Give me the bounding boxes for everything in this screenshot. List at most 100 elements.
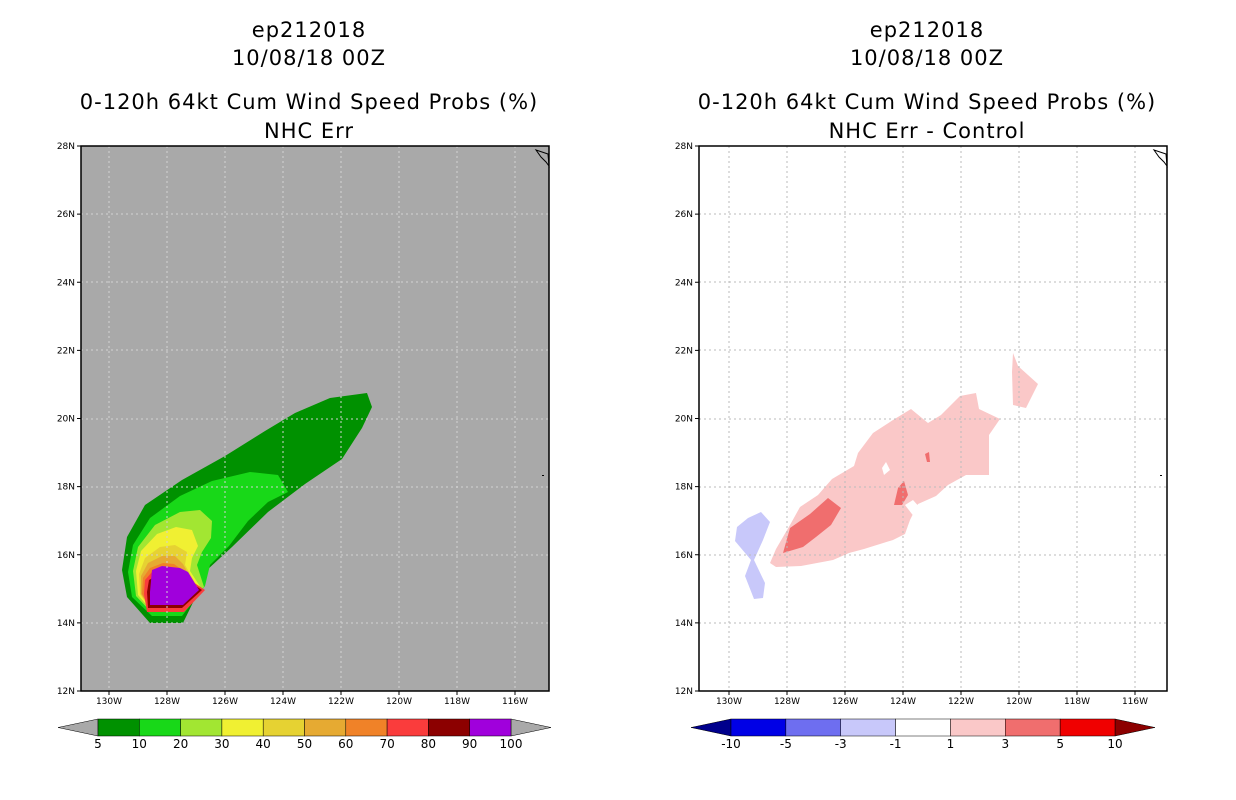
- colorbar-label: -3: [835, 737, 847, 751]
- colorbar-label: 90: [462, 737, 477, 751]
- lat-label: 20N: [57, 415, 75, 425]
- colorbar-swatch: [428, 718, 470, 737]
- right-lat-axis: 28N 26N 24N 22N 20N 18N 16N 14N 12N: [675, 142, 699, 697]
- lat-label: 18N: [57, 483, 75, 493]
- colorbar-swatch: [345, 718, 388, 737]
- right-colorbar: -10 -5 -3 -1 1 3 5 10: [690, 718, 1156, 751]
- colorbar-swatch: [1005, 718, 1061, 737]
- lat-label: 18N: [675, 483, 693, 493]
- lat-label: 24N: [57, 278, 75, 288]
- diff-contour-positive-3-to-5-c: [925, 452, 930, 462]
- colorbar-label: 20: [173, 737, 188, 751]
- lat-label: 22N: [57, 346, 75, 356]
- colorbar-label: 80: [421, 737, 436, 751]
- colorbar-label: 100: [500, 737, 523, 751]
- colorbar-label: -5: [780, 737, 792, 751]
- left-island-mark: [542, 475, 544, 476]
- colorbar-swatch: [840, 718, 896, 737]
- colorbar-swatch: [304, 718, 347, 737]
- lon-label: 124W: [890, 697, 916, 707]
- colorbar-swatch: [469, 718, 512, 737]
- colorbar-swatch: [730, 718, 787, 737]
- colorbar-label: 30: [214, 737, 229, 751]
- lon-label: 120W: [1006, 697, 1032, 707]
- left-probability-contours: [122, 393, 372, 623]
- colorbar-under-arrow: [690, 718, 732, 737]
- colorbar-swatch: [262, 718, 305, 737]
- colorbar-label: 5: [94, 737, 102, 751]
- left-colorbar: 5 10 20 30 40 50 60 70 80 90 100: [57, 718, 552, 751]
- lon-label: 118W: [444, 697, 470, 707]
- lat-label: 22N: [675, 346, 693, 356]
- left-map-gridlines: [81, 146, 549, 691]
- diff-contour-positive-3-to-5-a: [783, 498, 841, 553]
- colorbar-over-arrow: [1114, 718, 1156, 737]
- left-map-panel: ep212018 10/08/18 00Z 0-120h 64kt Cum Wi…: [57, 18, 552, 751]
- lon-label: 128W: [774, 697, 800, 707]
- colorbar-under-arrow: [57, 718, 99, 737]
- lat-label: 12N: [675, 687, 693, 697]
- lat-label: 14N: [675, 619, 693, 629]
- colorbar-swatch: [785, 718, 841, 737]
- lat-label: 26N: [57, 210, 75, 220]
- colorbar-label: -10: [721, 737, 741, 751]
- colorbar-swatch: [895, 718, 951, 737]
- left-map-svg: 28N 26N 24N 22N 20N 18N 16N 14N 12N 130W 128W 126W…: [57, 142, 552, 751]
- left-lat-axis: 28N 26N 24N 22N 20N 18N 16N 14N 12N: [57, 142, 81, 697]
- lon-label: 126W: [212, 697, 238, 707]
- lon-label: 116W: [1122, 697, 1148, 707]
- lat-label: 24N: [675, 278, 693, 288]
- right-map-gridlines: [699, 146, 1167, 691]
- colorbar-over-arrow: [510, 718, 552, 737]
- left-product-title: 0-120h 64kt Cum Wind Speed Probs (%): [79, 90, 539, 114]
- lon-label: 130W: [96, 697, 122, 707]
- colorbar-label: 70: [379, 737, 394, 751]
- lon-label: 124W: [270, 697, 296, 707]
- lon-label: 118W: [1064, 697, 1090, 707]
- diff-contour-negative-1-to-3: [735, 512, 770, 599]
- lon-label: 128W: [154, 697, 180, 707]
- colorbar-label: 3: [1001, 737, 1009, 751]
- colorbar-swatch: [950, 718, 1006, 737]
- colorbar-swatch: [1059, 718, 1116, 737]
- right-datetime: 10/08/18 00Z: [849, 46, 1005, 70]
- right-subtitle: NHC Err - Control: [828, 119, 1026, 143]
- left-subtitle: NHC Err: [263, 119, 354, 143]
- lat-label: 16N: [57, 551, 75, 561]
- colorbar-label: 60: [338, 737, 353, 751]
- prob-contour-90: [150, 566, 199, 605]
- colorbar-swatch: [97, 718, 140, 737]
- lon-label: 116W: [502, 697, 528, 707]
- lon-label: 122W: [328, 697, 354, 707]
- right-lon-axis: 130W 128W 126W 124W 122W 120W 118W 116W: [716, 691, 1148, 707]
- colorbar-swatch: [180, 718, 223, 737]
- right-product-title: 0-120h 64kt Cum Wind Speed Probs (%): [697, 90, 1157, 114]
- lon-label: 120W: [386, 697, 412, 707]
- colorbar-swatch: [221, 718, 264, 737]
- colorbar-label: 5: [1056, 737, 1064, 751]
- left-datetime: 10/08/18 00Z: [231, 46, 387, 70]
- lat-label: 14N: [57, 619, 75, 629]
- colorbar-label: 1: [947, 737, 955, 751]
- lat-label: 16N: [675, 551, 693, 561]
- colorbar-label: -1: [890, 737, 902, 751]
- colorbar-label: 50: [297, 737, 312, 751]
- lon-label: 126W: [832, 697, 858, 707]
- colorbar-label: 10: [132, 737, 147, 751]
- left-lon-axis: 130W 128W 126W 124W 122W 120W 118W 116W: [96, 691, 528, 707]
- lat-label: 20N: [675, 415, 693, 425]
- right-island-mark: [1160, 475, 1162, 476]
- right-storm-id: ep212018: [869, 18, 985, 42]
- lat-label: 26N: [675, 210, 693, 220]
- colorbar-label: 40: [256, 737, 271, 751]
- lon-label: 122W: [948, 697, 974, 707]
- lat-label: 28N: [57, 142, 75, 152]
- colorbar-swatch: [386, 718, 429, 737]
- right-map-svg: 28N 26N 24N 22N 20N 18N 16N 14N 12N 130W 128W 126W…: [675, 142, 1168, 751]
- right-map-panel: ep212018 10/08/18 00Z 0-120h 64kt Cum Wi…: [618, 0, 1236, 800]
- lon-label: 130W: [716, 697, 742, 707]
- lat-label: 28N: [675, 142, 693, 152]
- colorbar-swatch: [139, 718, 181, 737]
- colorbar-label: 10: [1107, 737, 1122, 751]
- lat-label: 12N: [57, 687, 75, 697]
